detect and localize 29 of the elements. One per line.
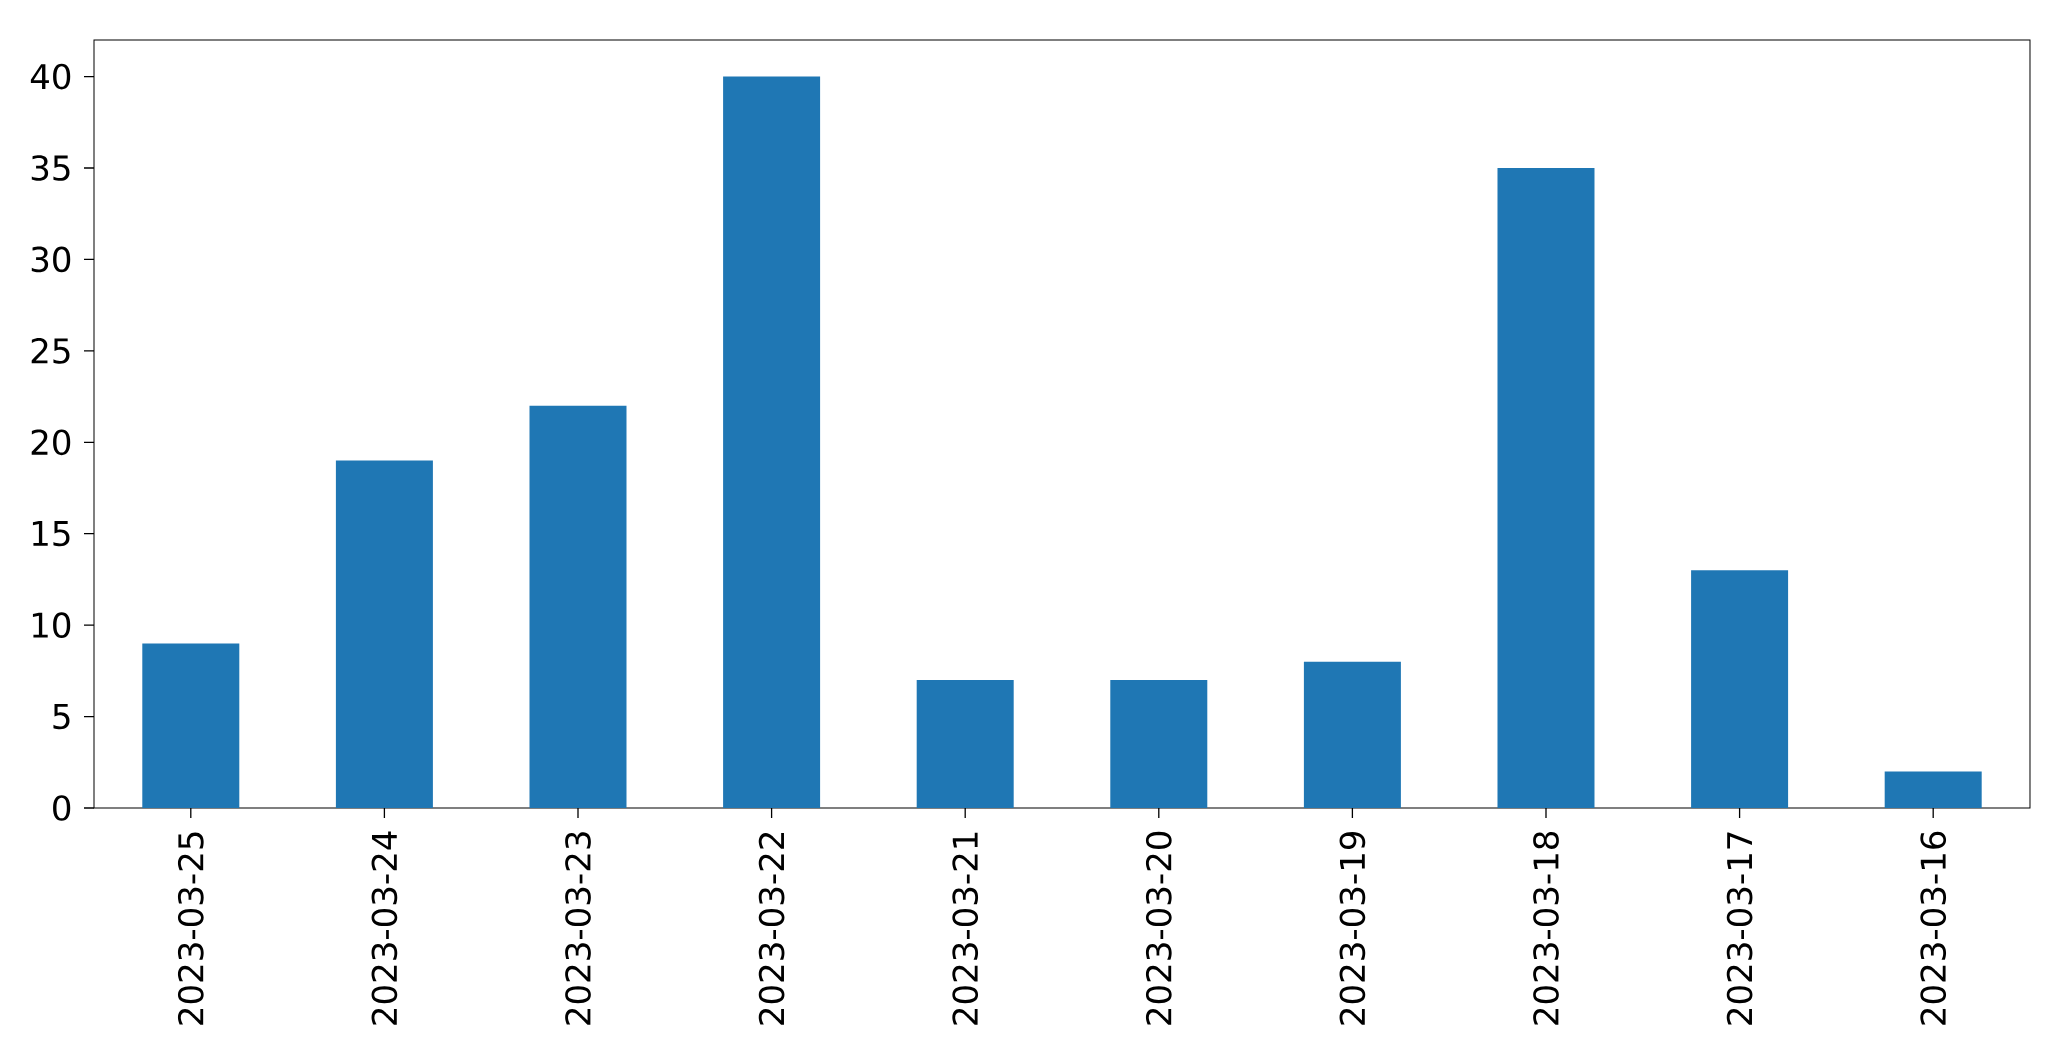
bar (1691, 570, 1789, 808)
bar (1303, 661, 1401, 808)
x-tick-label: 2023-03-21 (952, 832, 979, 1025)
x-tick-label: 2023-03-16 (1920, 831, 1947, 1025)
y-tick-label: 40 (30, 63, 71, 90)
y-tick-label: 20 (31, 429, 71, 456)
bar (916, 679, 1014, 808)
x-tick-label: 2023-03-17 (1726, 832, 1753, 1025)
y-tick-label: 5 (53, 703, 70, 730)
bar (1884, 771, 1982, 808)
x-tick-label: 2023-03-24 (371, 831, 398, 1025)
y-tick-label: 35 (31, 155, 70, 181)
bar (1110, 679, 1208, 808)
bar (723, 76, 821, 808)
bar (335, 460, 433, 808)
x-tick-label: 2023-03-25 (177, 832, 204, 1025)
y-tick-label: 25 (31, 337, 70, 364)
bar (529, 405, 627, 808)
y-tick-label: 0 (53, 795, 71, 821)
x-tick-label: 2023-03-18 (1533, 831, 1559, 1025)
y-tick-label: 30 (31, 246, 71, 273)
x-tick-label: 2023-03-22 (758, 832, 785, 1025)
x-tick-label: 2023-03-23 (565, 832, 591, 1025)
x-tick-label: 2023-03-19 (1339, 831, 1366, 1025)
bar (1497, 167, 1595, 808)
y-tick-label: 10 (32, 612, 71, 638)
x-tick-label: 2023-03-20 (1145, 831, 1172, 1025)
bar (142, 643, 240, 808)
y-tick-label: 15 (32, 521, 70, 547)
